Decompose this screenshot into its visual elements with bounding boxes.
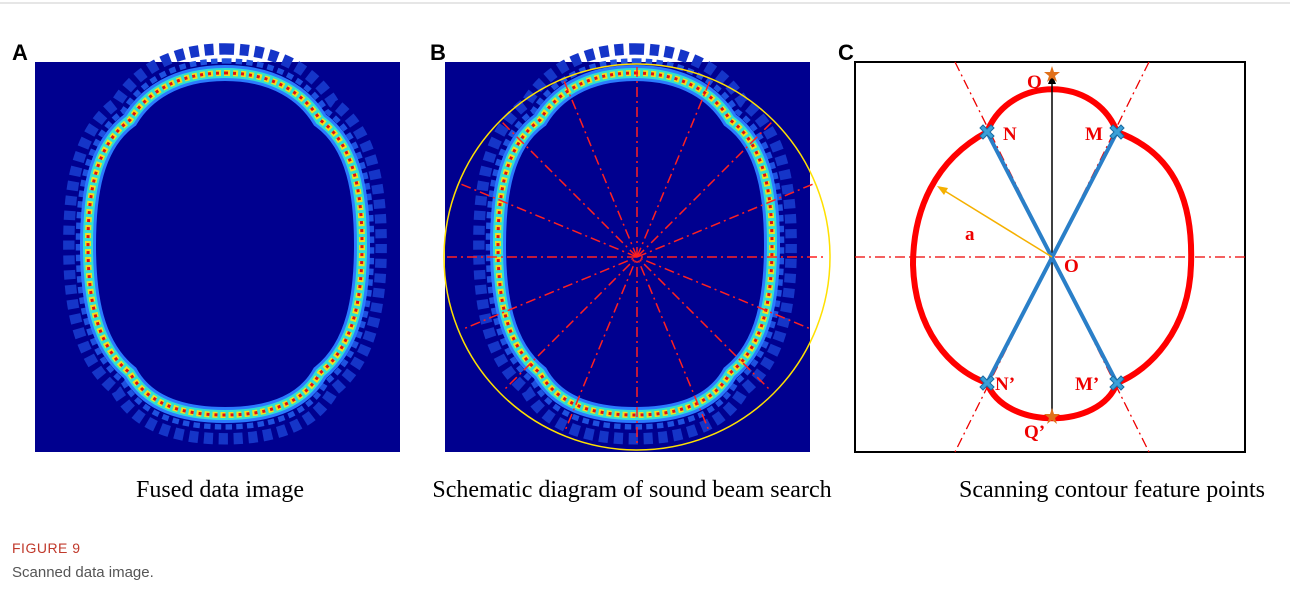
chords bbox=[985, 131, 1119, 384]
radius-arrow bbox=[939, 187, 1053, 258]
panel-c: Q N M O a N’ M’ Q’ C Scanning contour fe… bbox=[838, 40, 1265, 503]
panel-caption: Schematic diagram of sound beam search bbox=[432, 477, 831, 503]
stars bbox=[1044, 66, 1060, 424]
figure-caption: Scanned data image. bbox=[12, 564, 154, 581]
beam-lines bbox=[447, 67, 827, 447]
arrow-head bbox=[1048, 74, 1056, 84]
point-label: a bbox=[965, 224, 975, 245]
panel-caption: Fused data image bbox=[136, 477, 304, 503]
heatmap bbox=[35, 49, 400, 452]
markers bbox=[979, 124, 1125, 391]
point-label: N’ bbox=[995, 374, 1015, 395]
panel-b: B Schematic diagram of sound beam search bbox=[430, 40, 832, 503]
point-label: Q’ bbox=[1024, 422, 1045, 443]
panel-a: A Fused data image bbox=[12, 40, 400, 503]
panel-caption: Scanning contour feature points bbox=[959, 477, 1265, 503]
heatmap bbox=[445, 49, 810, 452]
point-label: M’ bbox=[1075, 374, 1099, 395]
point-label: M bbox=[1085, 124, 1103, 145]
point-label: Q bbox=[1027, 72, 1042, 93]
arrow-head bbox=[937, 186, 948, 195]
panel-label: A bbox=[12, 40, 28, 65]
panel-label: B bbox=[430, 40, 446, 65]
panel-label: C bbox=[838, 40, 854, 65]
beam-line bbox=[461, 183, 813, 331]
search-circle bbox=[443, 63, 831, 451]
figure-label: FIGURE 9 bbox=[12, 540, 81, 556]
point-label: O bbox=[1064, 256, 1079, 277]
point-label: N bbox=[1003, 124, 1017, 145]
